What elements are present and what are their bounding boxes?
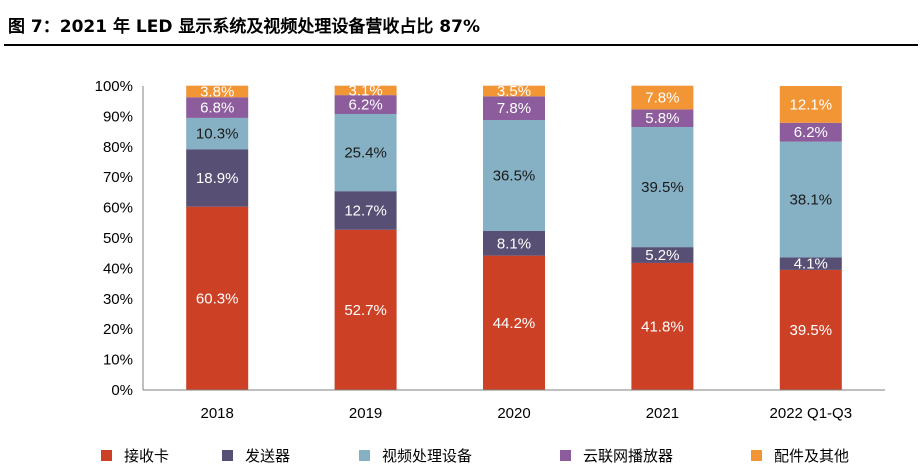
bar-segment: [779, 141, 842, 258]
data-label: 60.3%: [196, 290, 239, 307]
legend-swatch: [751, 450, 762, 461]
bar-segment: [779, 269, 842, 390]
y-tick-label: 10%: [103, 352, 133, 369]
bar-segment: [779, 86, 842, 123]
x-tick-label: 2022 Q1-Q3: [770, 405, 853, 422]
data-label: 7.8%: [497, 100, 531, 117]
bar-segment: [334, 85, 397, 96]
data-label: 8.1%: [497, 235, 531, 252]
data-label: 3.1%: [348, 82, 382, 99]
x-tick-label: 2021: [646, 405, 679, 422]
legend-label: 云联网播放器: [583, 447, 673, 465]
legend-label: 配件及其他: [774, 447, 849, 465]
legend-label: 视频处理设备: [382, 447, 472, 465]
bar-segment: [483, 85, 545, 97]
legend-label: 发送器: [245, 447, 290, 465]
bar-segment: [483, 231, 545, 256]
y-tick-label: 60%: [103, 200, 133, 217]
legend-swatch: [359, 450, 370, 461]
bar-segment: [631, 247, 694, 263]
data-label: 10.3%: [196, 126, 239, 143]
y-tick-label: 40%: [103, 260, 133, 277]
bar-segment: [779, 257, 842, 270]
bar-segment: [186, 117, 249, 150]
data-label: 6.8%: [200, 100, 234, 117]
y-tick-label: 50%: [103, 230, 133, 247]
data-label: 3.8%: [200, 83, 234, 100]
legend-swatch: [560, 450, 571, 461]
data-label: 12.1%: [790, 96, 833, 113]
data-label: 6.2%: [348, 97, 382, 114]
data-label: 5.8%: [645, 110, 679, 127]
x-tick-label: 2019: [349, 405, 382, 422]
bar-segment: [186, 97, 249, 118]
data-label: 39.5%: [641, 179, 684, 196]
bar-segment: [483, 255, 545, 390]
y-tick-label: 80%: [103, 139, 133, 156]
figure-title: 图 7：2021 年 LED 显示系统及视频处理设备营收占比 87%: [8, 17, 480, 37]
y-tick-label: 70%: [103, 169, 133, 186]
bar-segment: [631, 109, 694, 128]
data-label: 41.8%: [641, 318, 684, 335]
bar-segment: [334, 229, 397, 390]
bar-segment: [334, 113, 397, 192]
data-label: 39.5%: [790, 322, 833, 339]
data-label: 5.2%: [645, 247, 679, 264]
bar-segment: [631, 127, 694, 248]
legend-swatch: [101, 450, 112, 461]
bar-segment: [631, 85, 694, 110]
data-label: 12.7%: [344, 202, 387, 219]
bar-segment: [186, 149, 249, 207]
y-tick-label: 0%: [111, 382, 133, 399]
bar-segment: [779, 122, 842, 142]
bar-segment: [186, 206, 249, 390]
x-tick-label: 2020: [497, 405, 530, 422]
data-label: 36.5%: [493, 168, 536, 185]
bar-segment: [631, 262, 694, 390]
data-label: 38.1%: [790, 192, 833, 209]
y-tick-label: 100%: [95, 78, 133, 95]
data-label: 52.7%: [344, 302, 387, 319]
data-label: 6.2%: [794, 124, 828, 141]
data-label: 3.5%: [497, 83, 531, 100]
data-label: 7.8%: [645, 90, 679, 107]
legend-swatch: [222, 450, 233, 461]
y-tick-label: 20%: [103, 321, 133, 338]
data-label: 4.1%: [794, 256, 828, 273]
bar-segment: [186, 85, 249, 98]
data-label: 25.4%: [344, 145, 387, 162]
x-tick-label: 2018: [201, 405, 234, 422]
bar-segment: [334, 191, 397, 230]
legend-label: 接收卡: [124, 447, 169, 465]
bar-segment: [334, 95, 397, 114]
data-label: 18.9%: [196, 170, 239, 187]
bar-segment: [483, 120, 545, 232]
bar-segment: [483, 96, 545, 121]
title-divider: [4, 44, 918, 46]
y-tick-label: 30%: [103, 291, 133, 308]
y-tick-label: 90%: [103, 108, 133, 125]
data-label: 44.2%: [493, 315, 536, 332]
